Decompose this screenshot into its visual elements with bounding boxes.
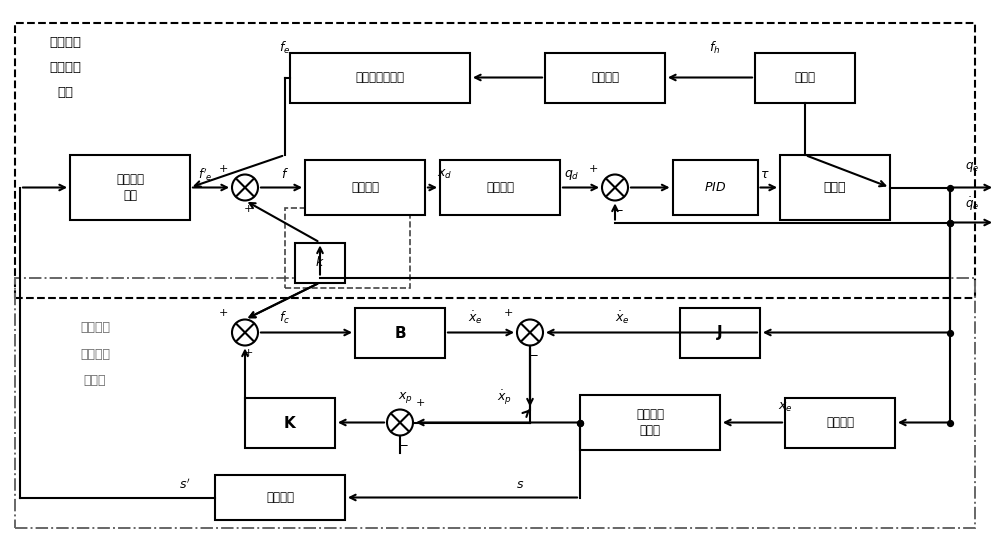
Text: $q_e$: $q_e$ — [965, 160, 979, 174]
Text: 操作者: 操作者 — [794, 71, 816, 84]
Text: $s'$: $s'$ — [179, 477, 191, 492]
Text: $k$: $k$ — [315, 255, 325, 270]
Text: $\tau$: $\tau$ — [760, 168, 770, 181]
Text: $s$: $s$ — [516, 478, 524, 491]
FancyBboxPatch shape — [70, 155, 190, 220]
Point — [942, 418, 958, 427]
Bar — [15, 23, 975, 297]
Text: $f'_e$: $f'_e$ — [198, 166, 212, 183]
Circle shape — [232, 174, 258, 200]
Text: 轮廓误差
估计器: 轮廓误差 估计器 — [636, 408, 664, 437]
Text: +: + — [218, 164, 228, 174]
Text: $\dot{x}_e$: $\dot{x}_e$ — [615, 309, 630, 326]
Text: $f_h$: $f_h$ — [709, 39, 721, 56]
FancyBboxPatch shape — [545, 53, 665, 103]
Text: $f_e$: $f_e$ — [279, 39, 291, 56]
Bar — [285, 208, 410, 287]
Point — [942, 218, 958, 227]
FancyBboxPatch shape — [680, 307, 760, 357]
FancyBboxPatch shape — [785, 397, 895, 447]
Text: $-$: $-$ — [398, 437, 408, 450]
Point — [942, 328, 958, 337]
Text: 逆运动学: 逆运动学 — [486, 181, 514, 194]
Text: $x_e$: $x_e$ — [778, 401, 792, 414]
Circle shape — [387, 410, 413, 436]
Text: 虚拟夹具: 虚拟夹具 — [49, 36, 81, 49]
Text: $q_d$: $q_d$ — [564, 168, 580, 181]
Text: 示教: 示教 — [57, 86, 73, 99]
Text: 正运动学: 正运动学 — [826, 416, 854, 429]
Text: +: + — [503, 309, 513, 319]
Text: $\dot{x}_p$: $\dot{x}_p$ — [497, 388, 513, 407]
Point — [942, 218, 958, 227]
Text: $-$: $-$ — [613, 202, 623, 215]
FancyBboxPatch shape — [440, 160, 560, 215]
Circle shape — [232, 320, 258, 346]
Text: $\mathbf{B}$: $\mathbf{B}$ — [394, 325, 406, 341]
FancyBboxPatch shape — [780, 155, 890, 220]
Text: 力传感器: 力传感器 — [591, 71, 619, 84]
FancyBboxPatch shape — [672, 160, 758, 215]
Circle shape — [602, 174, 628, 200]
Text: $\mathbf{J}$: $\mathbf{J}$ — [716, 323, 724, 342]
Text: 机器人: 机器人 — [824, 181, 846, 194]
Text: +: + — [415, 398, 425, 408]
Point — [572, 418, 588, 427]
Text: $f_c$: $f_c$ — [279, 310, 291, 326]
Point — [942, 183, 958, 192]
Text: +: + — [243, 204, 253, 214]
Text: +: + — [588, 164, 598, 174]
Text: $PID$: $PID$ — [704, 181, 726, 194]
FancyBboxPatch shape — [580, 395, 720, 450]
Point — [572, 418, 588, 427]
Text: 虚拟约束
生成: 虚拟约束 生成 — [116, 173, 144, 202]
Bar — [15, 278, 975, 527]
Text: 下的动觉: 下的动觉 — [49, 61, 81, 74]
Text: 重力补偿与滤波: 重力补偿与滤波 — [356, 71, 404, 84]
Text: 估计与分: 估计与分 — [80, 348, 110, 361]
Text: 量补偿: 量补偿 — [84, 374, 106, 387]
FancyBboxPatch shape — [295, 243, 345, 282]
Text: $f$: $f$ — [281, 168, 289, 181]
Text: $-$: $-$ — [528, 347, 538, 360]
FancyBboxPatch shape — [755, 53, 855, 103]
Text: $\dot{q}_e$: $\dot{q}_e$ — [965, 196, 979, 213]
FancyBboxPatch shape — [215, 475, 345, 520]
Text: $\mathbf{K}$: $\mathbf{K}$ — [283, 415, 297, 431]
Text: +: + — [243, 349, 253, 359]
FancyBboxPatch shape — [245, 397, 335, 447]
Text: +: + — [218, 309, 228, 319]
FancyBboxPatch shape — [290, 53, 470, 103]
FancyBboxPatch shape — [355, 307, 445, 357]
FancyBboxPatch shape — [305, 160, 425, 215]
Circle shape — [517, 320, 543, 346]
Text: $x_p$: $x_p$ — [398, 390, 412, 405]
Text: $x_d$: $x_d$ — [437, 168, 453, 181]
Text: $\dot{x}_e$: $\dot{x}_e$ — [468, 309, 482, 326]
Text: 轮廓误差: 轮廓误差 — [80, 321, 110, 334]
Text: 导纳控制: 导纳控制 — [351, 181, 379, 194]
Text: 边界约束: 边界约束 — [266, 491, 294, 504]
